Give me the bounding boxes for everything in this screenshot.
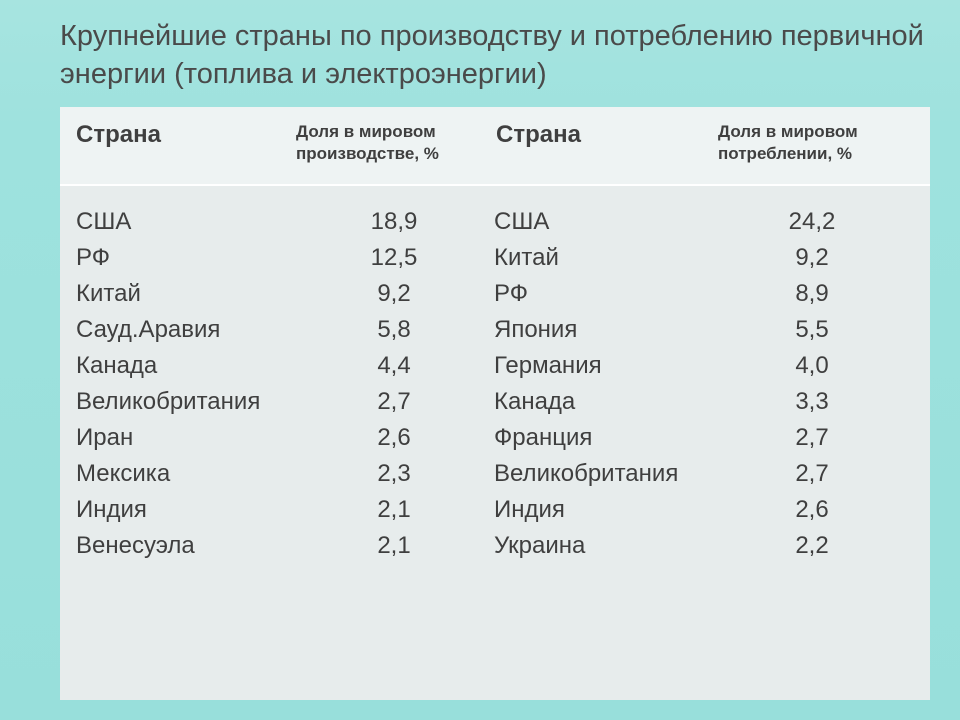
table-cell: Сауд.Аравия bbox=[76, 312, 294, 348]
col-consumption-value: 24,2 9,2 8,9 5,5 4,0 3,3 2,7 2,7 2,6 2,2 bbox=[712, 204, 912, 688]
table-cell: США bbox=[76, 204, 294, 240]
table-cell: Канада bbox=[494, 384, 712, 420]
table-cell: Индия bbox=[494, 492, 712, 528]
table-cell: Мексика bbox=[76, 456, 294, 492]
table-cell: 2,6 bbox=[294, 420, 494, 456]
table-cell: 8,9 bbox=[712, 276, 912, 312]
header-country-prod: Страна bbox=[60, 107, 280, 183]
table-cell: РФ bbox=[76, 240, 294, 276]
table-cell: 18,9 bbox=[294, 204, 494, 240]
table-cell: 2,1 bbox=[294, 528, 494, 564]
col-consumption-country: США Китай РФ Япония Германия Канада Фран… bbox=[494, 204, 712, 688]
col-production-country: США РФ Китай Сауд.Аравия Канада Великобр… bbox=[76, 204, 294, 688]
table-cell: Япония bbox=[494, 312, 712, 348]
table-cell: Великобритания bbox=[76, 384, 294, 420]
table-cell: Великобритания bbox=[494, 456, 712, 492]
header-share-prod: Доля в мировом производстве, % bbox=[280, 107, 480, 183]
table-cell: 2,1 bbox=[294, 492, 494, 528]
table-cell: 2,7 bbox=[712, 456, 912, 492]
table-cell: Китай bbox=[494, 240, 712, 276]
table-cell: Иран bbox=[76, 420, 294, 456]
table-cell: 9,2 bbox=[294, 276, 494, 312]
table-cell: РФ bbox=[494, 276, 712, 312]
slide-title: Крупнейшие страны по производству и потр… bbox=[60, 18, 930, 93]
table-cell: Индия bbox=[76, 492, 294, 528]
table-cell: 3,3 bbox=[712, 384, 912, 420]
table-cell: 9,2 bbox=[712, 240, 912, 276]
header-share-cons: Доля в мировом потреблении, % bbox=[702, 107, 912, 183]
table-body: США РФ Китай Сауд.Аравия Канада Великобр… bbox=[60, 186, 930, 700]
table-header-row: Страна Доля в мировом производстве, % Ст… bbox=[60, 107, 930, 185]
table-cell: 2,7 bbox=[294, 384, 494, 420]
table-cell: 4,4 bbox=[294, 348, 494, 384]
table-cell: 2,6 bbox=[712, 492, 912, 528]
table-cell: Канада bbox=[76, 348, 294, 384]
table-cell: Украина bbox=[494, 528, 712, 564]
data-table: Страна Доля в мировом производстве, % Ст… bbox=[60, 107, 930, 700]
table-cell: США bbox=[494, 204, 712, 240]
table-cell: 2,2 bbox=[712, 528, 912, 564]
table-cell: 2,3 bbox=[294, 456, 494, 492]
header-country-cons: Страна bbox=[480, 107, 702, 183]
slide: Крупнейшие страны по производству и потр… bbox=[0, 0, 960, 720]
table-cell: Венесуэла bbox=[76, 528, 294, 564]
table-cell: 2,7 bbox=[712, 420, 912, 456]
table-cell: 12,5 bbox=[294, 240, 494, 276]
table-cell: 5,5 bbox=[712, 312, 912, 348]
table-cell: Китай bbox=[76, 276, 294, 312]
table-cell: Франция bbox=[494, 420, 712, 456]
table-cell: 4,0 bbox=[712, 348, 912, 384]
table-cell: 5,8 bbox=[294, 312, 494, 348]
col-production-value: 18,9 12,5 9,2 5,8 4,4 2,7 2,6 2,3 2,1 2,… bbox=[294, 204, 494, 688]
table-cell: 24,2 bbox=[712, 204, 912, 240]
table-cell: Германия bbox=[494, 348, 712, 384]
